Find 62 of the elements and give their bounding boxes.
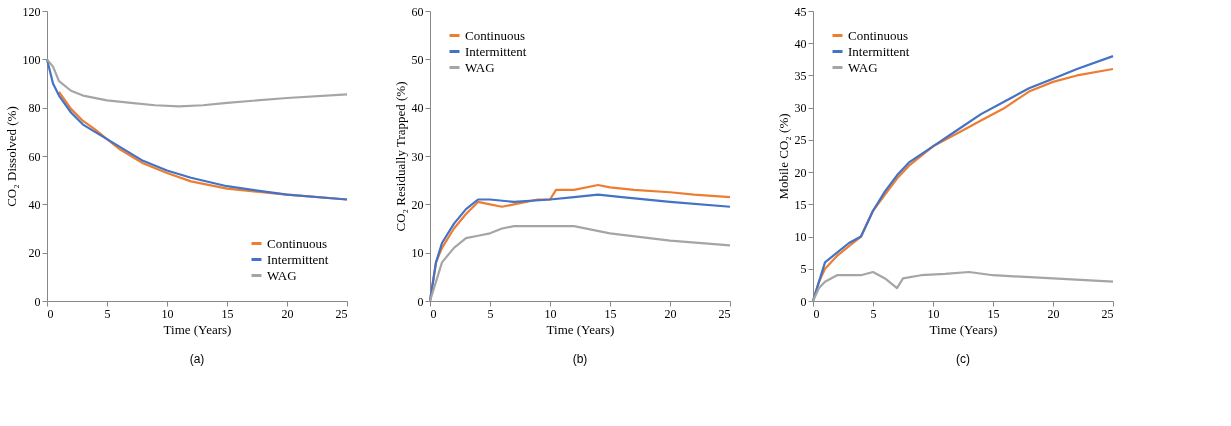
x-tick-label: 0 (47, 306, 54, 321)
x-tick-label: 15 (604, 306, 617, 321)
legend-label: WAG (465, 59, 495, 75)
x-tick-label: 20 (1047, 306, 1060, 321)
x-tick-label: 20 (664, 306, 677, 321)
y-tick-label: 25 (794, 133, 807, 148)
y-tick-label: 30 (794, 101, 807, 116)
x-tick-label: 5 (104, 306, 111, 321)
x-tick-label: 25 (1101, 306, 1114, 321)
x-tick-label: 15 (221, 306, 234, 321)
y-tick-label: 0 (417, 294, 424, 309)
legend-label: Continuous (465, 27, 525, 43)
legend-label: Continuous (848, 27, 908, 43)
x-tick-label: 20 (281, 306, 294, 321)
line-series (45, 58, 349, 201)
y-tick-label: 10 (411, 246, 424, 261)
y-tick-label: 100 (22, 52, 41, 67)
x-axis-title: Time (Years) (546, 321, 615, 337)
y-tick-label: 0 (34, 294, 41, 309)
x-tick-label: 10 (927, 306, 940, 321)
x-tick-label: 0 (813, 306, 820, 321)
y-tick-label: 45 (794, 4, 807, 19)
x-tick-label: 10 (544, 306, 557, 321)
x-axis-title: Time (Years) (929, 321, 998, 337)
legend-label: Intermittent (267, 251, 329, 267)
x-tick-label: 15 (987, 306, 1000, 321)
y-axis-title: Mobile CO₂ (%) (775, 113, 791, 200)
y-tick-label: 20 (411, 197, 424, 212)
y-axis-title: CO₂ Residually Trapped (%) (392, 81, 408, 232)
y-axis-title: CO₂ Dissolved (%) (3, 106, 19, 207)
y-tick-label: 0 (800, 294, 807, 309)
text: (a) (189, 352, 205, 366)
y-tick-label: 15 (794, 197, 807, 212)
line-series (45, 58, 349, 108)
y-tick-label: 35 (794, 68, 807, 83)
y-tick-label: 20 (28, 246, 41, 261)
y-tick-label: 60 (411, 4, 424, 19)
y-tick-label: 120 (22, 4, 41, 19)
x-tick-label: 0 (430, 306, 437, 321)
legend-label: Intermittent (848, 43, 910, 59)
y-tick-label: 40 (411, 101, 424, 116)
y-tick-label: 40 (28, 197, 41, 212)
y-tick-label: 20 (794, 165, 807, 180)
legend-label: Intermittent (465, 43, 527, 59)
legend-label: Continuous (267, 235, 327, 251)
y-tick-label: 30 (411, 149, 424, 164)
text: (b) (572, 352, 588, 366)
y-tick-label: 50 (411, 52, 424, 67)
legend-label: WAG (267, 267, 297, 283)
x-axis-title: Time (Years) (163, 321, 232, 337)
x-tick-label: 25 (335, 306, 348, 321)
x-tick-label: 10 (161, 306, 174, 321)
y-tick-label: 80 (28, 101, 41, 116)
x-tick-label: 5 (870, 306, 877, 321)
text: (c) (956, 352, 970, 366)
y-tick-label: 40 (794, 36, 807, 51)
y-tick-label: 60 (28, 149, 41, 164)
x-tick-label: 5 (487, 306, 494, 321)
x-tick-label: 25 (718, 306, 731, 321)
legend-label: WAG (848, 59, 878, 75)
y-tick-label: 10 (794, 230, 807, 245)
y-tick-label: 5 (800, 262, 807, 277)
